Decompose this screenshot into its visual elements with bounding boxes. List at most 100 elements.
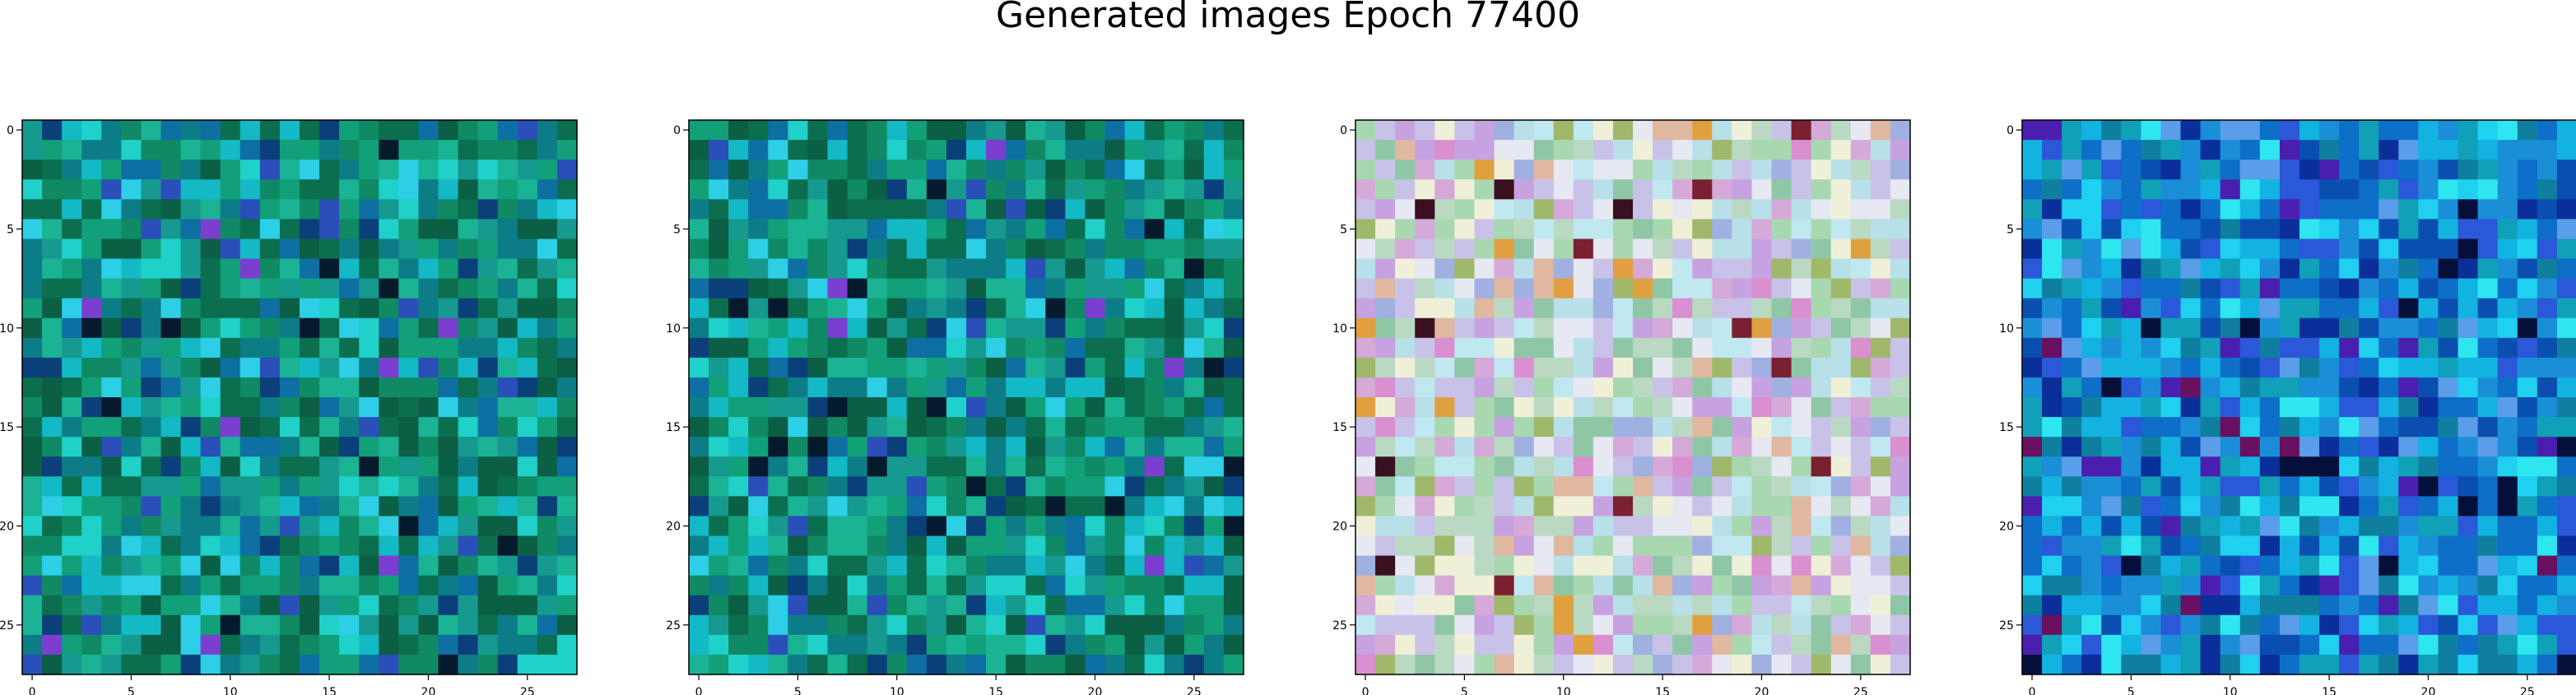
image-pixel: [986, 377, 1007, 398]
image-pixel: [319, 179, 340, 200]
image-pixel: [1850, 476, 1872, 497]
image-pixel: [2556, 437, 2576, 457]
image-pixel: [1183, 140, 1205, 160]
image-pixel: [477, 337, 499, 359]
image-pixel: [2062, 654, 2082, 675]
image-pixel: [2220, 595, 2241, 616]
image-pixel: [709, 555, 729, 577]
image-pixel: [1395, 614, 1416, 636]
image-pixel: [1375, 120, 1396, 141]
image-pixel: [438, 437, 459, 457]
image-pixel: [1415, 575, 1435, 596]
image-pixel: [2477, 614, 2499, 636]
image-pixel: [986, 535, 1007, 557]
image-pixel: [517, 555, 538, 577]
image-pixel: [1183, 219, 1205, 240]
image-pixel: [2517, 140, 2538, 160]
image-pixel: [2378, 278, 2399, 299]
image-pixel: [689, 496, 709, 517]
image-pixel: [220, 357, 241, 378]
image-pixel: [728, 575, 749, 596]
image-pixel: [1573, 456, 1594, 477]
image-pixel: [807, 535, 829, 557]
image-pixel: [1514, 140, 1535, 160]
image-pixel: [1791, 397, 1812, 418]
image-pixel: [101, 140, 122, 160]
image-pixel: [2477, 160, 2499, 180]
image-pixel: [1692, 575, 1713, 596]
image-pixel: [1811, 496, 1832, 517]
image-pixel: [1811, 476, 1832, 497]
image-pixel: [827, 456, 849, 477]
image-pixel: [1144, 199, 1165, 220]
image-pixel: [709, 298, 729, 319]
y-tick-label: 15: [0, 421, 14, 434]
image-pixel: [458, 634, 479, 656]
image-pixel: [220, 160, 241, 180]
image-pixel: [1183, 258, 1205, 280]
image-pixel: [2438, 496, 2459, 517]
image-pixel: [2239, 397, 2261, 418]
image-pixel: [1025, 179, 1046, 200]
image-pixel: [1474, 397, 1495, 418]
image-pixel: [2497, 278, 2518, 299]
image-pixel: [1712, 614, 1732, 636]
image-pixel: [2319, 179, 2340, 200]
image-pixel: [1791, 258, 1812, 280]
image-pixel: [398, 535, 420, 557]
image-pixel: [728, 199, 749, 220]
image-pixel: [2517, 654, 2538, 675]
image-pixel: [1375, 595, 1396, 616]
image-pixel: [2180, 417, 2202, 438]
image-pixel: [1375, 357, 1396, 378]
image-pixel: [1850, 337, 1872, 359]
image-pixel: [926, 298, 947, 319]
image-pixel: [2200, 179, 2221, 200]
image-pixel: [2101, 278, 2122, 299]
image-pixel: [556, 160, 578, 180]
image-pixel: [2220, 575, 2241, 596]
image-pixel: [101, 179, 122, 200]
image-pixel: [556, 595, 578, 616]
image-pixel: [1415, 456, 1435, 477]
image-pixel: [2081, 634, 2102, 656]
image-pixel: [1850, 179, 1872, 200]
image-pixel: [259, 357, 281, 378]
image-pixel: [867, 239, 888, 260]
image-pixel: [689, 595, 709, 616]
image-pixel: [1732, 337, 1753, 359]
image-pixel: [1533, 317, 1555, 339]
image-pixel: [1434, 239, 1455, 260]
image-pixel: [418, 496, 439, 517]
image-pixel: [42, 516, 63, 537]
image-pixel: [458, 417, 479, 438]
image-pixel: [517, 199, 538, 220]
image-pixel: [867, 555, 888, 577]
image-pixel: [1494, 357, 1515, 378]
image-pixel: [728, 397, 749, 418]
image-pixel: [239, 357, 261, 378]
image-pixel: [1183, 595, 1205, 616]
image-pixel: [966, 239, 987, 260]
image-pixel: [319, 496, 340, 517]
image-pixel: [1045, 337, 1066, 359]
image-pixel: [2279, 437, 2300, 457]
image-pixel: [1104, 337, 1126, 359]
image-pixel: [886, 654, 908, 675]
image-pixel: [2378, 298, 2399, 319]
image-pixel: [1811, 575, 1832, 596]
image-pixel: [2497, 397, 2518, 418]
image-pixel: [1791, 140, 1812, 160]
image-pixel: [1085, 575, 1106, 596]
image-pixel: [1612, 120, 1634, 141]
image-pixel: [22, 595, 43, 616]
x-tick-label: 25: [1853, 686, 1868, 695]
image-pixel: [418, 120, 439, 141]
image-pixel: [1791, 496, 1812, 517]
image-pixel: [438, 377, 459, 398]
image-pixel: [768, 614, 788, 636]
image-pixel: [2042, 456, 2062, 477]
image-pixel: [2299, 634, 2320, 656]
image-pixel: [1533, 140, 1555, 160]
image-pixel: [2398, 535, 2420, 557]
